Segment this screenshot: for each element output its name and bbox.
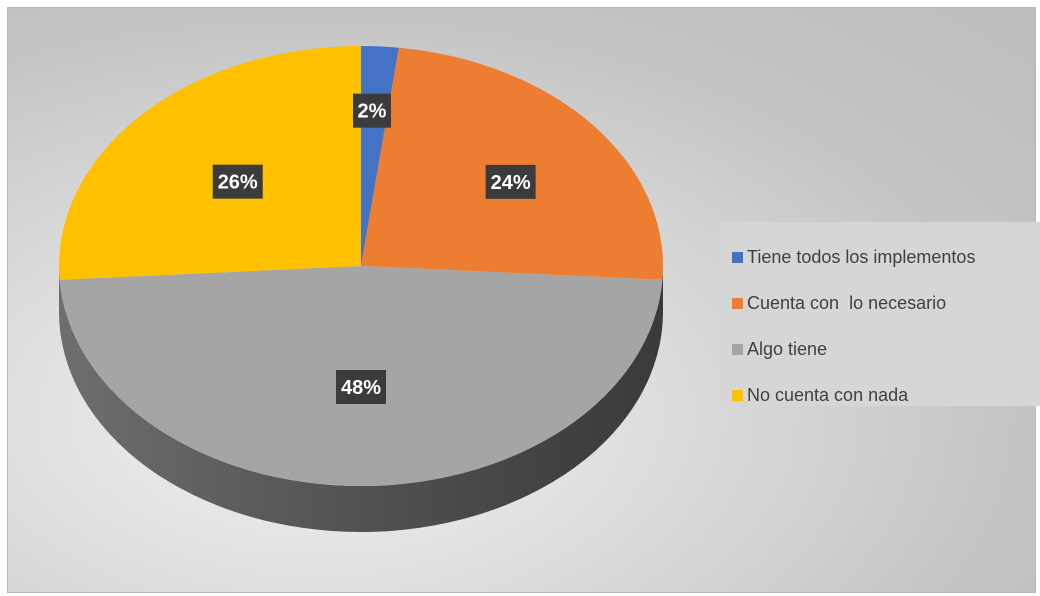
chart-area: 2% 24% 48% 26% Tiene todos los implementos C… — [7, 7, 1040, 593]
legend-swatch — [732, 389, 743, 401]
data-label-3: 48% — [336, 370, 386, 404]
legend-swatch — [732, 297, 743, 309]
svg-text:2%: 2% — [358, 101, 387, 123]
svg-text:26%: 26% — [218, 172, 258, 194]
legend-label: Algo tiene — [747, 338, 828, 359]
data-label-2: 24% — [485, 164, 536, 199]
pie-chart: 2% 24% 48% 26% — [58, 46, 663, 532]
legend-item-2: Cuenta con lo necesario — [732, 280, 1040, 326]
legend-swatch — [732, 343, 743, 355]
legend-item-4: No cuenta con nada — [732, 372, 1040, 418]
pie-slice-4 — [58, 46, 361, 280]
pie-slice-2 — [361, 47, 663, 280]
legend: Tiene todos los implementos Cuenta con lo… — [720, 222, 1040, 406]
legend-item-3: Algo tiene — [732, 326, 1040, 372]
data-label-1: 2% — [352, 93, 391, 128]
pie-side — [59, 266, 663, 532]
legend-label: Tiene todos los implementos — [747, 246, 976, 267]
legend-label: Cuenta con lo necesario — [747, 292, 947, 313]
legend-item-1: Tiene todos los implementos — [732, 234, 1040, 280]
svg-text:48%: 48% — [341, 377, 381, 399]
legend-swatch — [732, 251, 743, 263]
data-label-4: 26% — [212, 164, 263, 199]
legend-label: No cuenta con nada — [747, 384, 909, 405]
svg-text:24%: 24% — [491, 172, 531, 194]
